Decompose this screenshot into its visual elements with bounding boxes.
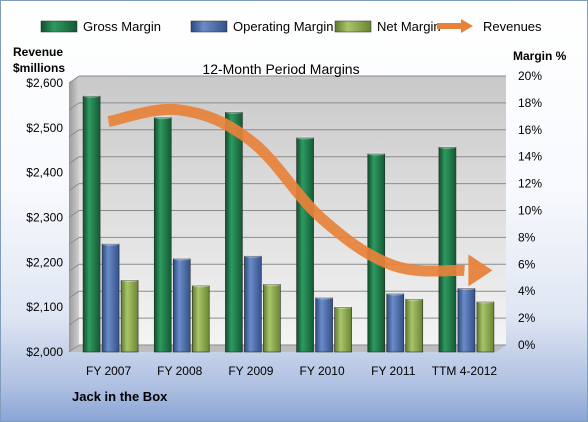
bar-cap [334, 305, 352, 309]
gridline-side [68, 344, 80, 353]
revenue-series [107, 103, 493, 287]
category-label: FY 2009 [228, 364, 273, 378]
right-tick-label: 16% [518, 123, 542, 137]
legend-arrowhead-revenue [461, 19, 473, 33]
right-tick-label: 8% [518, 230, 536, 244]
bar-operating-margin [457, 288, 476, 353]
gridline-side [68, 290, 80, 299]
bar-net-margin [334, 307, 352, 353]
gridline-side [68, 210, 80, 218]
bar-cap [315, 296, 333, 300]
gridline-side [68, 317, 80, 326]
bar-cap [173, 257, 191, 261]
category-label: TTM 4-2012 [432, 364, 498, 378]
left-tick-label: $2,500 [26, 121, 63, 135]
legend-label: Gross Margin [83, 19, 161, 34]
left-tick-label: $2,600 [26, 76, 63, 90]
left-axis: $2,000 $2,100 $2,200 $2,300 $2,400 $2,500 $2,6… [26, 76, 63, 359]
bar-operating-margin [172, 258, 191, 353]
bar-operating-margin [101, 243, 120, 353]
category-label: FY 2011 [371, 364, 416, 378]
right-tick-label: 4% [518, 284, 536, 298]
bar-gross-margin [225, 111, 243, 353]
legend-swatch-gross-margin [40, 20, 78, 33]
bar-net-margin [263, 284, 281, 353]
bar-net-margin [191, 285, 210, 353]
bar-net-margin [476, 301, 495, 353]
bar-net-margin [405, 298, 424, 353]
bar-gross-margin [153, 117, 172, 353]
bar-series [82, 94, 495, 353]
gridline-side [68, 263, 80, 272]
bar-cap [154, 116, 172, 120]
left-axis-label-line1: Revenue [13, 45, 63, 59]
bar-cap [225, 110, 243, 114]
bar-operating-margin [386, 293, 405, 353]
bar-cap [244, 254, 262, 258]
legend-swatch-net-margin [334, 20, 372, 33]
bar-cap [405, 297, 423, 301]
bar-operating-margin [244, 255, 262, 353]
bar-cap [476, 300, 494, 304]
right-tick-label: 0% [518, 338, 536, 352]
bar-cap [296, 136, 314, 140]
bar-cap [102, 242, 120, 246]
category-label: FY 2007 [86, 364, 131, 378]
bar-gross-margin [438, 146, 457, 353]
left-tick-label: $2,200 [26, 255, 63, 269]
left-tick-label: $2,000 [26, 345, 63, 359]
legend-label: Operating Margin [233, 19, 333, 34]
right-tick-label: 18% [518, 96, 542, 110]
right-tick-label: 20% [518, 69, 542, 83]
left-tick-label: $2,100 [26, 300, 63, 314]
bar-cap [438, 145, 456, 149]
right-tick-label: 12% [518, 177, 542, 191]
gridlines [68, 75, 506, 353]
gridline-side [68, 75, 80, 84]
gridline-side [68, 129, 80, 138]
right-tick-label: 6% [518, 257, 536, 271]
left-tick-label: $2,400 [26, 166, 63, 180]
bar-operating-margin [315, 297, 333, 353]
gridline-side [68, 156, 80, 165]
gridline-side [68, 183, 80, 192]
right-tick-label: 2% [518, 311, 536, 325]
right-tick-label: 14% [518, 150, 542, 164]
legend-swatch-operating-margin [190, 20, 228, 33]
bar-net-margin [120, 280, 139, 353]
bar-cap [457, 286, 475, 291]
revenue-line [107, 103, 465, 277]
bar-gross-margin [296, 137, 314, 353]
bar-cap [83, 94, 101, 98]
legend-label: Revenues [483, 19, 542, 34]
category-label: FY 2010 [300, 364, 345, 378]
right-tick-label: 10% [518, 204, 542, 218]
right-axis: 0% 2% 4% 6% 8% 10% 12% 14% 16% 18% 20% [518, 69, 542, 352]
bar-gross-margin [82, 95, 101, 353]
left-tick-label: $2,300 [26, 211, 63, 225]
bar-cap [386, 292, 404, 296]
legend: Gross Margin Operating Margin Net Margin Re… [40, 19, 542, 34]
bar-cap [192, 284, 210, 288]
right-axis-label: Margin % [513, 49, 567, 63]
revenue-arrowhead [468, 254, 493, 287]
gridline-side [68, 236, 80, 245]
gridline-side [68, 102, 80, 111]
chart-title: 12-Month Period Margins [202, 61, 359, 77]
x-axis: FY 2007 FY 2008 FY 2009 FY 2010 FY 2011 TTM 4… [86, 364, 497, 378]
left-axis-label-line2: $millions [13, 61, 65, 75]
bar-cap [367, 152, 385, 156]
category-label: FY 2008 [157, 364, 202, 378]
bar-cap [121, 278, 139, 283]
legend-label: Net Margin [377, 19, 441, 34]
bar-cap [263, 282, 281, 287]
chart-footer: Jack in the Box [72, 389, 168, 404]
